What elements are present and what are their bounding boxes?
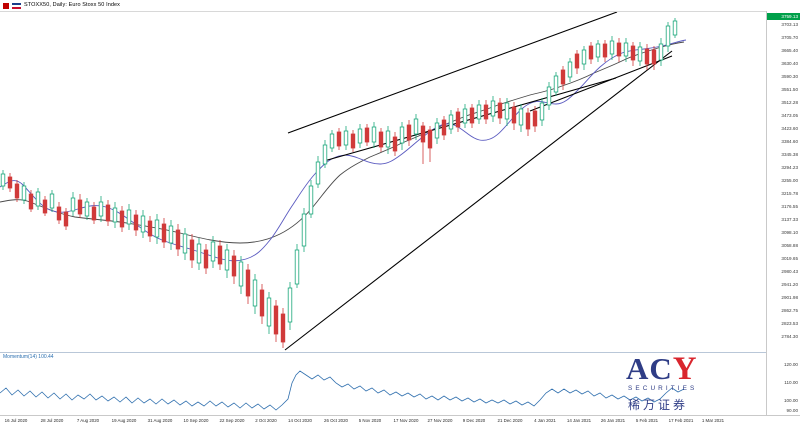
time-tick: 2 Oct 2020 — [255, 418, 277, 423]
axis-tick: 2901.98 — [781, 295, 798, 300]
axis-tick: 3137.33 — [781, 217, 798, 222]
time-tick: 26 Jan 2021 — [600, 418, 626, 423]
symbol-title: STOXX50, Daily: Euro Stoxx 50 Index — [24, 2, 121, 8]
time-tick: 7 Aug 2020 — [76, 418, 100, 423]
axis-tick: 3630.40 — [781, 61, 798, 66]
time-tick: 14 Oct 2020 — [288, 418, 312, 423]
moving-average-fast — [0, 39, 687, 262]
time-tick: 21 Dec 2020 — [497, 418, 523, 423]
trendline-wedge-upper — [529, 55, 673, 112]
time-axis[interactable]: 16 Jul 2020 28 Jul 2020 7 Aug 2020 19 Au… — [0, 415, 800, 428]
axis-tick: 3255.00 — [781, 178, 798, 183]
axis-tick: 3176.55 — [781, 204, 798, 209]
axis-tick: 3665.40 — [781, 48, 798, 53]
time-tick: 10 Sep 2020 — [183, 418, 209, 423]
time-tick: 26 Oct 2020 — [324, 418, 348, 423]
axis-tick: 3703.13 — [781, 22, 798, 27]
axis-tick: 3551.50 — [781, 87, 798, 92]
momentum-canvas — [0, 370, 685, 411]
axis-tick: 3473.05 — [781, 113, 798, 118]
red-square-icon — [3, 2, 9, 9]
momentum-axis-tick: 110.00 — [784, 380, 798, 385]
time-tick: 22 Sep 2020 — [219, 418, 245, 423]
time-tick: 5 Nov 2020 — [358, 418, 382, 423]
time-tick: 4 Jan 2021 — [534, 418, 556, 423]
axis-tick: 3215.78 — [781, 191, 798, 196]
eu-flag-icon — [12, 2, 21, 9]
axis-tick: 2862.75 — [781, 308, 798, 313]
time-tick: 19 Aug 2020 — [111, 418, 137, 423]
axis-tick: 2784.30 — [781, 334, 798, 339]
axis-tick: 3098.10 — [781, 230, 798, 235]
time-tick: 28 Jul 2020 — [40, 418, 64, 423]
time-tick: 14 Jan 2021 — [566, 418, 592, 423]
trendline-upper-channel — [287, 12, 618, 134]
axis-tick: 2980.43 — [781, 269, 798, 274]
price-chart-panel[interactable] — [0, 11, 766, 352]
axis-tick: 3705.70 — [781, 35, 798, 40]
axis-tick: 3384.60 — [781, 139, 798, 144]
time-tick: 17 Nov 2020 — [393, 418, 419, 423]
time-tick: 27 Nov 2020 — [427, 418, 453, 423]
time-tick: 17 Feb 2021 — [668, 418, 694, 423]
price-axis[interactable]: 3759.13 3703.13 3705.70 3665.40 3630.40 … — [766, 11, 800, 415]
candlestick-series — [0, 18, 678, 348]
current-price-flag: 3759.13 — [767, 13, 800, 20]
time-tick: 1 Mar 2021 — [701, 418, 725, 423]
time-tick: 5 Feb 2021 — [635, 418, 659, 423]
time-tick: 31 Aug 2020 — [147, 418, 173, 423]
moving-average-slow — [0, 41, 685, 244]
momentum-line — [0, 370, 685, 411]
axis-tick: 3512.28 — [781, 100, 798, 105]
momentum-indicator-panel[interactable]: Momentum(14) 100.44 — [0, 352, 766, 415]
axis-tick: 3058.88 — [781, 243, 798, 248]
momentum-axis-tick: 90.00 — [786, 408, 799, 413]
axis-tick: 3019.65 — [781, 256, 798, 261]
time-tick: 9 Dec 2020 — [462, 418, 486, 423]
price-chart-canvas — [0, 12, 687, 351]
time-tick: 16 Jul 2020 — [4, 418, 28, 423]
axis-tick: 2823.53 — [781, 321, 798, 326]
momentum-axis-tick: 120.00 — [783, 362, 798, 367]
axis-tick: 3345.38 — [781, 152, 798, 157]
trendline-rising-wedge — [284, 50, 673, 351]
axis-tick: 3423.60 — [781, 126, 798, 131]
axis-tick: 3294.23 — [781, 165, 798, 170]
chart-titlebar: STOXX50, Daily: Euro Stoxx 50 Index — [0, 0, 800, 11]
axis-tick: 2941.20 — [781, 282, 798, 287]
axis-tick: 3590.30 — [781, 74, 798, 79]
momentum-label: Momentum(14) 100.44 — [3, 354, 54, 360]
momentum-axis-tick: 100.00 — [783, 398, 798, 403]
